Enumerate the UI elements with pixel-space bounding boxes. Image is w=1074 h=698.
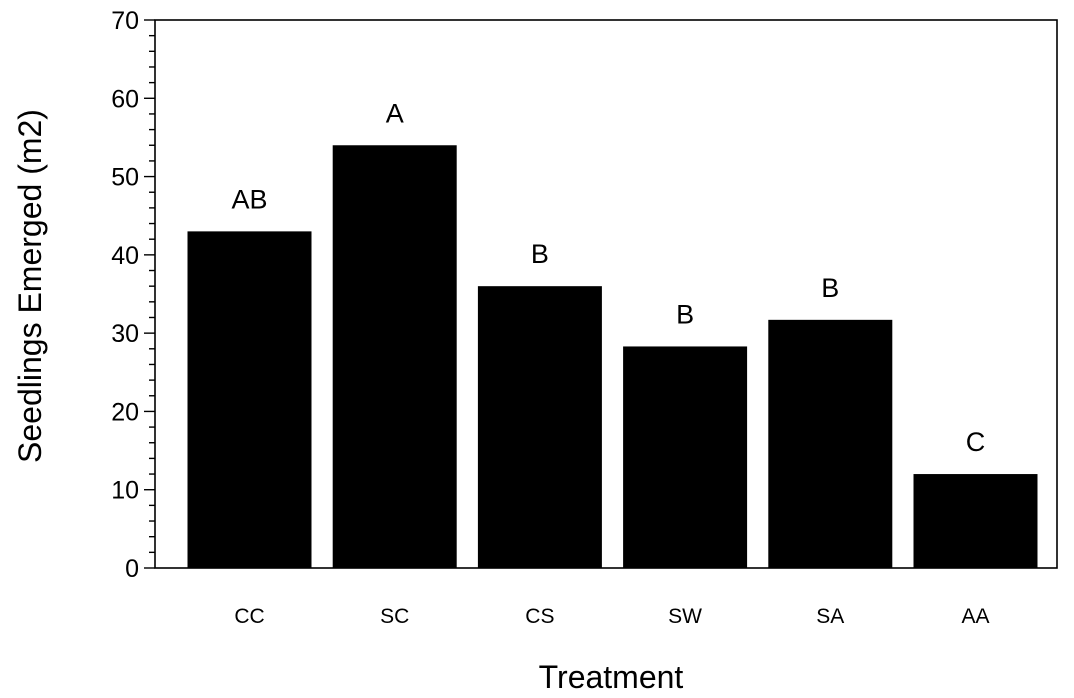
bar-label: A xyxy=(386,98,404,128)
bar-label: B xyxy=(676,299,694,329)
bar-label: C xyxy=(966,427,986,457)
x-tick-label: SC xyxy=(380,605,409,628)
bar xyxy=(913,474,1038,568)
y-axis-title: Seedlings Emerged (m2) xyxy=(12,109,48,463)
bar-label: AB xyxy=(231,184,267,214)
x-axis-title: Treatment xyxy=(539,659,684,695)
bar xyxy=(332,145,457,568)
bar xyxy=(477,286,602,568)
y-tick-label: 10 xyxy=(111,477,139,505)
x-tick-label: CC xyxy=(234,605,264,628)
bar-label: B xyxy=(821,273,839,303)
x-tick-label: AA xyxy=(961,605,989,628)
plot-border xyxy=(154,19,1058,569)
bar xyxy=(768,319,893,568)
plot-frame xyxy=(154,19,1058,569)
y-tick-label: 20 xyxy=(111,398,139,426)
y-tick-label: 0 xyxy=(125,555,139,583)
y-tick-label: 60 xyxy=(111,85,139,113)
y-tick-label: 50 xyxy=(111,164,139,192)
x-axis-tick-labels: CC SC CS SW SA AA xyxy=(234,605,989,628)
bars xyxy=(187,145,1038,568)
y-axis-ticks: 0 10 20 30 40 50 60 70 xyxy=(111,7,155,583)
bar xyxy=(187,231,312,568)
y-tick-label: 40 xyxy=(111,242,139,270)
y-tick-label: 70 xyxy=(111,7,139,35)
x-tick-label: CS xyxy=(525,605,554,628)
bar-label: B xyxy=(531,239,549,269)
x-tick-label: SW xyxy=(668,605,702,628)
x-tick-label: SA xyxy=(816,605,844,628)
y-tick-label: 30 xyxy=(111,320,139,348)
bar xyxy=(623,346,748,568)
